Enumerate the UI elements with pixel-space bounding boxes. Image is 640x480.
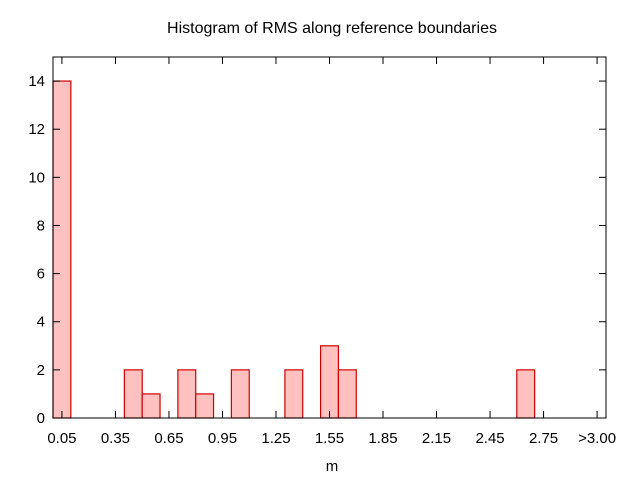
- chart-title: Histogram of RMS along reference boundar…: [167, 20, 497, 37]
- x-tick-label: 1.25: [261, 430, 290, 447]
- histogram-bar: [177, 369, 197, 419]
- x-tick-label: 2.45: [475, 430, 504, 447]
- bars-group: [52, 80, 536, 419]
- x-tick-label: 2.75: [529, 430, 558, 447]
- y-tick-label: 6: [37, 266, 45, 283]
- x-tick-label: 1.85: [368, 430, 397, 447]
- y-tick-label: 14: [28, 73, 45, 90]
- histogram-bar: [123, 369, 143, 419]
- histogram-bar: [284, 369, 304, 419]
- histogram-bar: [516, 369, 536, 419]
- y-tick-label: 10: [28, 169, 45, 186]
- histogram-bar: [319, 345, 340, 419]
- x-tick-label: 0.05: [47, 430, 76, 447]
- histogram-bar: [52, 80, 72, 419]
- x-tick-label: 0.65: [154, 430, 183, 447]
- x-axis-label: m: [326, 458, 339, 475]
- x-tick-label: >3.00: [578, 430, 616, 447]
- y-tick-label: 2: [37, 362, 45, 379]
- y-tick-label: 0: [37, 410, 45, 427]
- x-tick-label: 0.95: [208, 430, 237, 447]
- histogram-bar: [141, 393, 161, 419]
- histogram-bar: [230, 369, 250, 419]
- x-tick-label: 1.55: [315, 430, 344, 447]
- y-tick-label: 4: [37, 314, 45, 331]
- histogram-bar: [195, 393, 215, 419]
- histogram-bar: [337, 369, 357, 419]
- y-tick-label: 8: [37, 217, 45, 234]
- x-tick-label: 0.35: [101, 430, 130, 447]
- y-tick-label: 12: [28, 121, 45, 138]
- axes-group: 0 2 4 6 8 10 12 14 0.05 0.35 0.65 0.95 1.25 1.55 1.85 2…: [28, 56, 616, 447]
- x-tick-label: 2.15: [422, 430, 451, 447]
